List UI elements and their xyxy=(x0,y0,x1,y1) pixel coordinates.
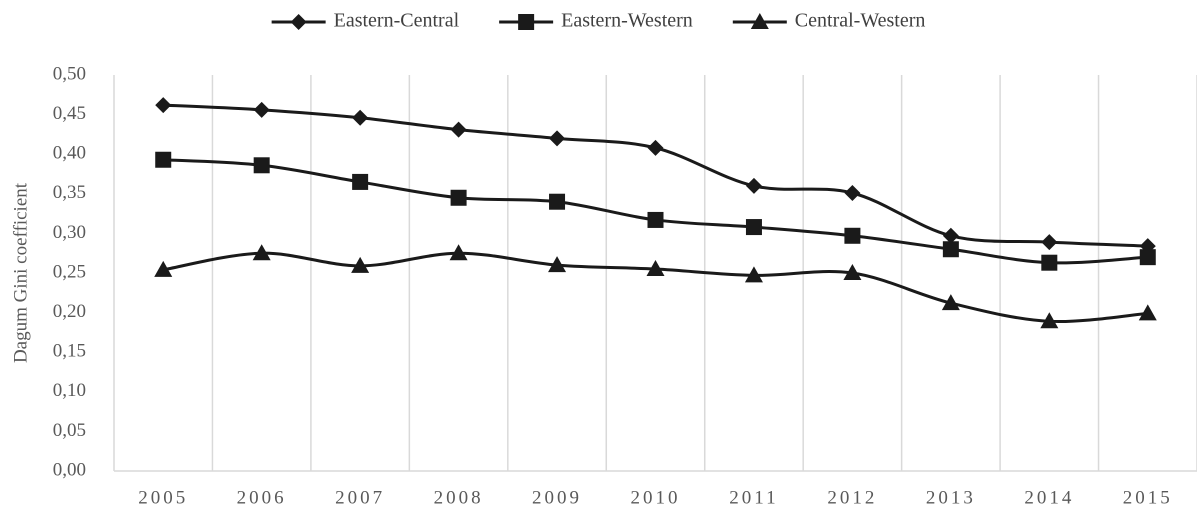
y-tick-label: 0,35 xyxy=(53,182,86,203)
legend-label: Eastern-Central xyxy=(334,10,460,32)
y-tick-label: 0,50 xyxy=(53,63,86,84)
marker xyxy=(253,101,270,118)
y-tick-label: 0,20 xyxy=(53,301,86,322)
x-tick-label: 2007 xyxy=(335,487,385,508)
legend-label: Central-Western xyxy=(795,10,926,32)
x-tick-label: 2006 xyxy=(237,487,287,508)
marker xyxy=(647,211,664,228)
y-tick-label: 0,15 xyxy=(53,341,86,362)
x-tick-label: 2005 xyxy=(138,487,188,508)
marker xyxy=(155,97,172,114)
y-axis-label: Dagum Gini coefficient xyxy=(10,182,31,363)
y-tick-label: 0,30 xyxy=(53,222,86,243)
marker xyxy=(646,260,665,277)
legend-marker xyxy=(750,13,769,29)
y-tick-label: 0,25 xyxy=(53,261,86,282)
x-tick-label: 2009 xyxy=(532,487,582,508)
marker xyxy=(155,151,172,168)
x-tick-label: 2010 xyxy=(631,487,681,508)
legend-marker xyxy=(290,14,307,30)
x-tick-label: 2013 xyxy=(926,487,976,508)
marker xyxy=(1139,249,1156,266)
marker xyxy=(450,121,467,138)
marker xyxy=(942,227,959,244)
marker xyxy=(548,256,567,273)
x-tick-label: 2014 xyxy=(1024,487,1074,508)
y-tick-label: 0,10 xyxy=(53,380,86,401)
marker xyxy=(154,260,173,277)
marker xyxy=(941,294,960,311)
marker xyxy=(647,139,664,156)
marker xyxy=(549,193,566,210)
marker xyxy=(449,244,468,261)
marker xyxy=(351,256,370,273)
x-tick-label: 2012 xyxy=(827,487,877,508)
marker xyxy=(352,109,369,126)
marker xyxy=(843,264,862,280)
legend-label: Eastern-Western xyxy=(561,10,693,32)
x-tick-label: 2008 xyxy=(434,487,484,508)
marker xyxy=(745,219,762,236)
marker xyxy=(844,185,861,202)
marker xyxy=(745,177,762,194)
marker xyxy=(744,266,763,283)
y-tick-label: 0,05 xyxy=(53,420,86,441)
y-tick-label: 0,00 xyxy=(53,459,86,480)
marker xyxy=(844,227,861,244)
x-tick-label: 2011 xyxy=(729,487,778,508)
marker xyxy=(352,173,369,190)
y-tick-label: 0,40 xyxy=(53,143,86,164)
marker xyxy=(1138,304,1157,321)
marker xyxy=(253,157,270,174)
marker xyxy=(252,244,271,261)
legend-marker xyxy=(518,14,535,30)
marker xyxy=(1041,234,1058,251)
marker xyxy=(1040,312,1059,329)
marker xyxy=(1041,254,1058,271)
y-tick-label: 0,45 xyxy=(53,103,86,124)
x-tick-label: 2015 xyxy=(1123,487,1173,508)
marker xyxy=(450,189,467,206)
marker xyxy=(549,130,566,147)
marker xyxy=(942,241,959,258)
